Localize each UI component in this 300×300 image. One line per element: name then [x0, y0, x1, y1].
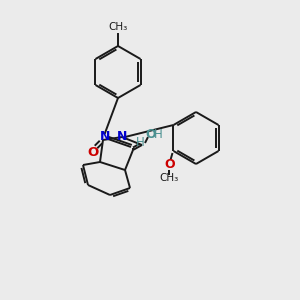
Text: N: N — [117, 130, 127, 143]
Text: N: N — [100, 130, 110, 143]
Text: O: O — [164, 158, 175, 172]
Text: O: O — [146, 128, 156, 140]
Text: H: H — [136, 136, 144, 148]
Text: CH₃: CH₃ — [160, 173, 179, 183]
Text: CH₃: CH₃ — [108, 22, 128, 32]
Text: H: H — [154, 128, 162, 140]
Text: O: O — [87, 146, 99, 158]
